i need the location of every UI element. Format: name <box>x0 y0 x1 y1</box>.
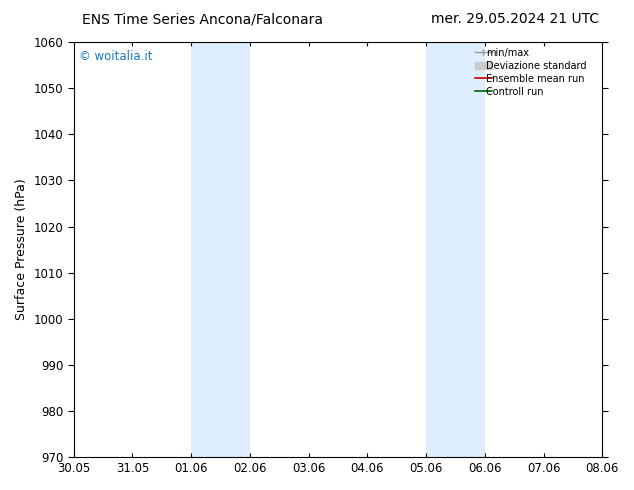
Text: © woitalia.it: © woitalia.it <box>79 50 153 63</box>
Bar <box>426 42 485 457</box>
Text: mer. 29.05.2024 21 UTC: mer. 29.05.2024 21 UTC <box>431 12 599 26</box>
Y-axis label: Surface Pressure (hPa): Surface Pressure (hPa) <box>15 179 28 320</box>
Text: ENS Time Series Ancona/Falconara: ENS Time Series Ancona/Falconara <box>82 12 323 26</box>
Legend: min/max, Deviazione standard, Ensemble mean run, Controll run: min/max, Deviazione standard, Ensemble m… <box>470 44 600 100</box>
Bar <box>191 42 250 457</box>
